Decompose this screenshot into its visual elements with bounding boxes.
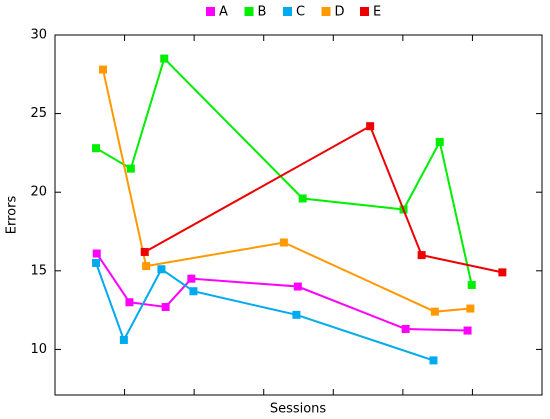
- y-tick-label: 30: [30, 28, 47, 43]
- legend-swatch: [283, 7, 292, 16]
- point-marker: [430, 307, 439, 316]
- series-line: [95, 56, 473, 286]
- point-marker: [401, 324, 410, 333]
- point-marker: [187, 274, 196, 283]
- y-tick-label: 20: [30, 185, 47, 200]
- point-marker: [463, 326, 472, 335]
- legend-label: D: [335, 5, 345, 20]
- legend-swatch: [360, 7, 369, 16]
- point-marker: [140, 247, 149, 256]
- point-marker: [467, 280, 476, 289]
- point-marker: [279, 238, 288, 247]
- series-line: [144, 124, 503, 274]
- point-marker: [160, 54, 169, 63]
- legend-label: E: [373, 5, 381, 20]
- point-marker: [292, 310, 301, 319]
- legend-swatch: [206, 7, 215, 16]
- point-marker: [92, 258, 101, 267]
- point-marker: [429, 356, 438, 365]
- y-axis-label: Errors: [5, 196, 20, 235]
- point-marker: [99, 65, 108, 74]
- point-marker: [293, 282, 302, 291]
- legend-label: B: [258, 5, 267, 20]
- y-tick-label: 25: [30, 106, 47, 121]
- x-axis-label: Sessions: [270, 402, 327, 417]
- point-marker: [126, 164, 135, 173]
- y-tick-label: 10: [30, 342, 47, 357]
- legend-label: A: [219, 5, 228, 20]
- legend-label: C: [296, 5, 305, 20]
- point-marker: [92, 144, 101, 153]
- point-marker: [466, 304, 475, 313]
- point-marker: [92, 249, 101, 258]
- point-marker: [189, 287, 198, 296]
- legend-swatch: [244, 7, 254, 16]
- plot-frame: [54, 34, 543, 396]
- point-marker: [298, 194, 307, 203]
- legend-swatch: [321, 7, 331, 16]
- point-marker: [435, 137, 444, 146]
- point-marker: [366, 122, 375, 131]
- point-marker: [498, 268, 507, 277]
- point-marker: [142, 262, 151, 271]
- point-marker: [417, 251, 426, 260]
- point-marker: [161, 302, 170, 311]
- series-line: [95, 262, 434, 362]
- y-tick-label: 15: [30, 263, 47, 278]
- point-marker: [125, 298, 134, 307]
- point-marker: [157, 265, 166, 274]
- point-marker: [119, 335, 128, 344]
